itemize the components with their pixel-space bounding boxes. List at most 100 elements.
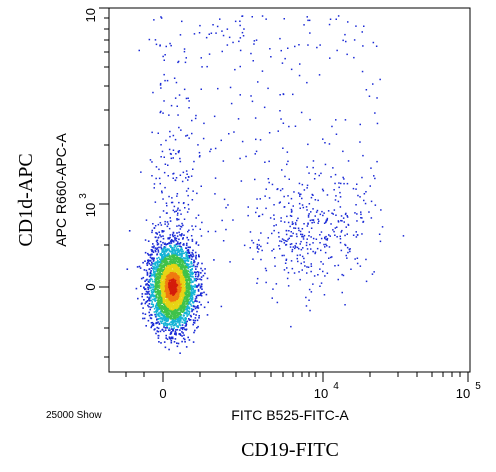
event-dot bbox=[164, 258, 166, 260]
event-dot bbox=[166, 204, 168, 207]
event-dot bbox=[212, 24, 214, 26]
event-dot bbox=[320, 237, 323, 240]
event-dot bbox=[279, 240, 281, 242]
event-dot bbox=[177, 307, 180, 309]
event-dot bbox=[172, 291, 175, 294]
event-dot bbox=[185, 271, 187, 273]
event-dot bbox=[163, 266, 165, 269]
event-dot bbox=[173, 317, 175, 320]
event-dot bbox=[362, 45, 364, 47]
event-dot bbox=[179, 313, 181, 316]
event-dot bbox=[314, 252, 316, 255]
event-dot bbox=[353, 39, 356, 41]
event-dot bbox=[157, 309, 159, 312]
event-dot bbox=[247, 206, 249, 208]
event-dot bbox=[173, 282, 176, 284]
event-dot bbox=[184, 261, 186, 264]
event-dot bbox=[167, 254, 170, 256]
event-dot bbox=[162, 256, 165, 259]
event-dot bbox=[161, 190, 163, 192]
event-dot bbox=[188, 107, 190, 109]
event-dot bbox=[305, 244, 308, 247]
event-dot bbox=[162, 198, 164, 200]
event-dot bbox=[173, 324, 176, 326]
event-dot bbox=[174, 245, 177, 248]
event-dot bbox=[291, 248, 294, 251]
event-dot bbox=[350, 268, 352, 270]
event-dot bbox=[229, 261, 231, 263]
event-dot bbox=[294, 222, 297, 224]
event-dot bbox=[261, 249, 263, 252]
event-dot bbox=[323, 294, 326, 296]
event-dot bbox=[176, 281, 178, 284]
event-dot bbox=[169, 236, 171, 239]
event-dot bbox=[169, 251, 172, 253]
event-dot bbox=[290, 243, 293, 245]
event-dot bbox=[155, 276, 158, 279]
event-dot bbox=[171, 315, 173, 318]
event-dot bbox=[186, 287, 189, 290]
event-dot bbox=[302, 236, 305, 238]
event-dot bbox=[192, 255, 195, 257]
event-dot bbox=[163, 326, 165, 328]
event-dot bbox=[158, 265, 161, 268]
event-dot bbox=[189, 272, 192, 274]
event-dot bbox=[181, 311, 183, 313]
event-dot bbox=[195, 279, 198, 282]
event-dot bbox=[326, 245, 328, 247]
event-dot bbox=[171, 301, 173, 304]
event-dot bbox=[146, 296, 149, 298]
event-dot bbox=[183, 327, 185, 329]
event-dot bbox=[184, 281, 186, 284]
event-dot bbox=[316, 46, 318, 49]
event-dot bbox=[158, 284, 161, 287]
event-dot bbox=[363, 25, 365, 27]
event-dot bbox=[144, 239, 147, 241]
event-dot bbox=[200, 235, 203, 237]
event-dot bbox=[360, 211, 362, 213]
event-dot bbox=[173, 172, 175, 175]
event-dot bbox=[172, 310, 174, 312]
event-dot bbox=[156, 243, 159, 246]
event-dot bbox=[188, 246, 191, 249]
event-dot bbox=[178, 150, 180, 152]
event-dot bbox=[167, 237, 169, 239]
event-dot bbox=[156, 253, 158, 256]
event-dot bbox=[163, 276, 165, 279]
event-dot bbox=[239, 49, 242, 52]
event-dot bbox=[302, 206, 305, 209]
event-dot bbox=[178, 268, 181, 270]
event-dot bbox=[171, 313, 173, 315]
event-dot bbox=[197, 262, 200, 264]
event-dot bbox=[156, 319, 158, 321]
event-dot bbox=[197, 290, 200, 292]
event-dot bbox=[293, 191, 295, 193]
event-dot bbox=[181, 290, 183, 293]
event-dot bbox=[145, 269, 148, 272]
event-dot bbox=[201, 221, 203, 224]
event-dot bbox=[164, 186, 166, 189]
event-dot bbox=[279, 201, 281, 203]
event-dot bbox=[175, 316, 177, 319]
event-dot bbox=[170, 331, 172, 334]
event-dot bbox=[365, 191, 367, 193]
event-dot bbox=[191, 294, 194, 297]
event-dot bbox=[168, 148, 171, 151]
event-dot bbox=[271, 297, 273, 299]
event-dot bbox=[173, 310, 176, 312]
event-dot bbox=[178, 271, 181, 274]
event-dot bbox=[193, 33, 196, 35]
event-dot bbox=[240, 180, 243, 182]
event-dot bbox=[148, 314, 151, 317]
event-dot bbox=[192, 276, 194, 278]
event-dot bbox=[153, 298, 156, 301]
event-dot bbox=[272, 248, 275, 250]
event-dot bbox=[294, 45, 296, 48]
event-dot bbox=[293, 272, 296, 274]
event-dot bbox=[184, 338, 186, 341]
event-dot bbox=[294, 227, 297, 229]
event-dot bbox=[164, 255, 166, 257]
event-dot bbox=[151, 265, 154, 267]
event-dot bbox=[157, 306, 159, 309]
event-dot bbox=[180, 280, 183, 282]
